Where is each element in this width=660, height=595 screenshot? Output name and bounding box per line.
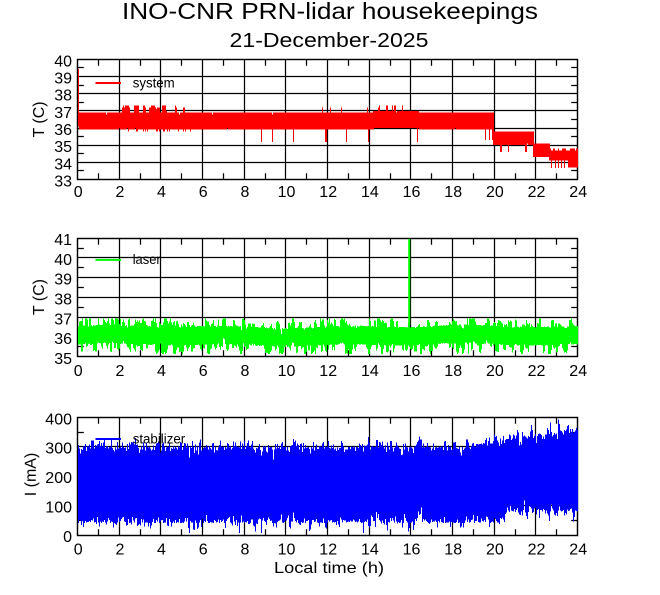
- svg-text:Local time (h): Local time (h): [274, 560, 384, 577]
- svg-text:stabilizer: stabilizer: [133, 431, 186, 446]
- svg-text:40: 40: [54, 53, 72, 70]
- svg-text:24: 24: [569, 363, 587, 380]
- svg-text:4: 4: [157, 184, 166, 201]
- svg-text:40: 40: [54, 252, 72, 269]
- svg-text:system: system: [133, 75, 175, 90]
- svg-text:0: 0: [74, 542, 83, 559]
- svg-text:2: 2: [115, 184, 124, 201]
- svg-text:18: 18: [444, 363, 462, 380]
- svg-text:41: 41: [54, 232, 72, 249]
- svg-text:38: 38: [54, 88, 72, 105]
- svg-text:22: 22: [528, 542, 546, 559]
- svg-text:20: 20: [486, 542, 504, 559]
- svg-text:T (C): T (C): [31, 101, 48, 137]
- svg-text:0: 0: [74, 363, 83, 380]
- svg-text:18: 18: [444, 184, 462, 201]
- svg-text:8: 8: [240, 184, 249, 201]
- svg-text:14: 14: [361, 184, 379, 201]
- svg-text:6: 6: [199, 542, 208, 559]
- svg-text:10: 10: [278, 184, 296, 201]
- svg-text:16: 16: [403, 542, 421, 559]
- svg-text:14: 14: [361, 363, 379, 380]
- svg-text:12: 12: [319, 542, 337, 559]
- svg-text:20: 20: [486, 184, 504, 201]
- svg-text:300: 300: [45, 441, 72, 458]
- svg-text:36: 36: [54, 331, 72, 348]
- svg-text:24: 24: [569, 542, 587, 559]
- svg-text:35: 35: [54, 351, 72, 368]
- svg-text:14: 14: [361, 542, 379, 559]
- svg-text:8: 8: [240, 363, 249, 380]
- svg-text:21-December-2025: 21-December-2025: [230, 30, 429, 52]
- svg-text:20: 20: [486, 363, 504, 380]
- svg-text:18: 18: [444, 542, 462, 559]
- svg-text:22: 22: [528, 184, 546, 201]
- svg-text:2: 2: [115, 363, 124, 380]
- svg-text:38: 38: [54, 292, 72, 309]
- svg-text:400: 400: [45, 411, 72, 428]
- svg-text:24: 24: [569, 184, 587, 201]
- svg-text:16: 16: [403, 363, 421, 380]
- svg-text:34: 34: [54, 156, 72, 173]
- svg-text:4: 4: [157, 363, 166, 380]
- svg-text:35: 35: [54, 139, 72, 156]
- svg-text:100: 100: [45, 500, 72, 517]
- svg-text:22: 22: [528, 363, 546, 380]
- svg-text:10: 10: [278, 363, 296, 380]
- svg-text:16: 16: [403, 184, 421, 201]
- svg-text:200: 200: [45, 470, 72, 487]
- svg-text:37: 37: [54, 105, 72, 122]
- svg-text:6: 6: [199, 363, 208, 380]
- svg-text:4: 4: [157, 542, 166, 559]
- svg-text:12: 12: [319, 184, 337, 201]
- svg-text:36: 36: [54, 122, 72, 139]
- svg-text:0: 0: [63, 529, 72, 546]
- svg-text:T (C): T (C): [31, 279, 48, 315]
- svg-text:33: 33: [54, 174, 72, 191]
- svg-text:2: 2: [115, 542, 124, 559]
- svg-text:6: 6: [199, 184, 208, 201]
- svg-text:37: 37: [54, 311, 72, 328]
- svg-text:INO-CNR PRN-lidar housekeeping: INO-CNR PRN-lidar housekeepings: [122, 0, 538, 24]
- svg-text:0: 0: [74, 184, 83, 201]
- svg-text:I (mA): I (mA): [23, 453, 40, 497]
- svg-text:39: 39: [54, 71, 72, 88]
- svg-text:10: 10: [278, 542, 296, 559]
- svg-text:laser: laser: [133, 252, 161, 267]
- svg-text:39: 39: [54, 272, 72, 289]
- svg-text:12: 12: [319, 363, 337, 380]
- svg-text:8: 8: [240, 542, 249, 559]
